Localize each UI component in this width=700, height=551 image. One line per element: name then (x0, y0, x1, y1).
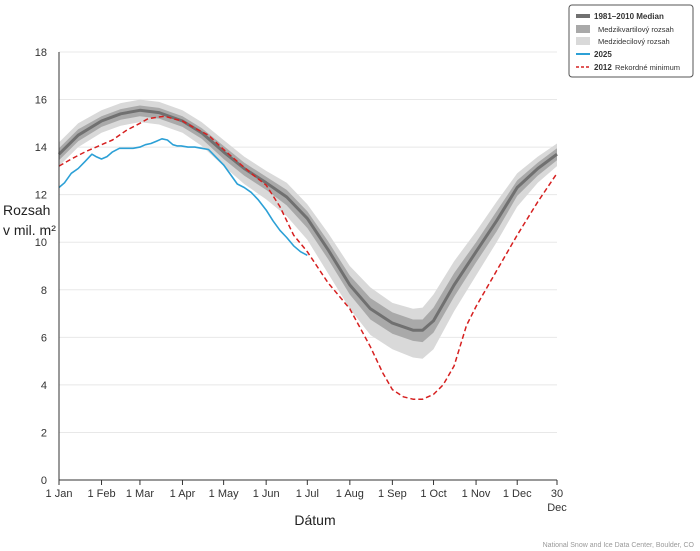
legend-idr-label: Medzidecilový rozsah (598, 37, 670, 46)
median-line (57, 108, 558, 332)
legend-median-swatch (576, 14, 590, 18)
legend-iqr-swatch (576, 25, 590, 33)
x-tick-label: 1 Jan (46, 488, 73, 500)
y-tick-label: 18 (35, 47, 47, 59)
grid-lines (59, 51, 557, 433)
x-tick-label: 30 (551, 488, 563, 500)
interdecile-band (59, 99, 557, 359)
y-tick-label: 16 (35, 95, 47, 107)
y-tick-label: 8 (41, 285, 47, 297)
x-tick-label: 1 Aug (336, 488, 364, 500)
x-tick-label: 1 Dec (503, 488, 532, 500)
x-tick-label: 1 Mar (126, 488, 154, 500)
legend: 1981–2010 Median Medzikvartilový rozsah … (568, 4, 694, 78)
x-tick-label: 1 Sep (378, 488, 407, 500)
x-tick-label: 1 Jul (296, 488, 319, 500)
series-lines (57, 108, 558, 400)
y-tick-label: 6 (41, 332, 47, 344)
year-2012-line (58, 115, 558, 400)
legend-2012-note: Rekordné minimum (615, 63, 680, 72)
interquartile-band (59, 105, 557, 343)
x-tick-label: 1 Oct (420, 488, 446, 500)
x-axis-title: Dátum (294, 512, 335, 528)
y-tick-label: 14 (35, 142, 47, 154)
y-tick-label: 4 (41, 380, 47, 392)
x-tick-label: 1 May (209, 488, 239, 500)
legend-idr-swatch (576, 37, 590, 45)
axes (58, 52, 557, 481)
legend-frame (568, 4, 694, 78)
y-tick-label: 2 (41, 427, 47, 439)
x-tick-labels: 1 Jan 1 Feb 1 Mar 1 Apr 1 May 1 Jun 1 Jul 1 Aug… (46, 480, 567, 514)
x-tick-label: 1 Nov (462, 488, 491, 500)
y-tick-label: 0 (41, 475, 47, 487)
x-tick-label-line2: Dec (547, 502, 567, 514)
credit-text: National Snow and Ice Data Center, Bould… (543, 542, 695, 549)
legend-median-label: 1981–2010 Median (594, 12, 664, 21)
legend-2025-label: 2025 (594, 50, 612, 59)
y-axis-title-line2: v mil. m² (3, 222, 56, 238)
x-tick-label: 1 Jun (253, 488, 280, 500)
y-tick-labels: 0 2 4 6 8 10 12 14 16 18 (35, 47, 47, 487)
year-2025-line (58, 138, 308, 257)
x-tick-label: 1 Feb (87, 488, 115, 500)
y-tick-label: 12 (35, 190, 47, 202)
x-tick-label: 1 Apr (170, 488, 196, 500)
legend-iqr-label: Medzikvartilový rozsah (598, 25, 674, 34)
y-axis-title-line1: Rozsah (3, 202, 50, 218)
y-tick-label: 10 (35, 237, 47, 249)
legend-2012-label: 2012 (594, 63, 612, 72)
range-bands (59, 99, 557, 359)
